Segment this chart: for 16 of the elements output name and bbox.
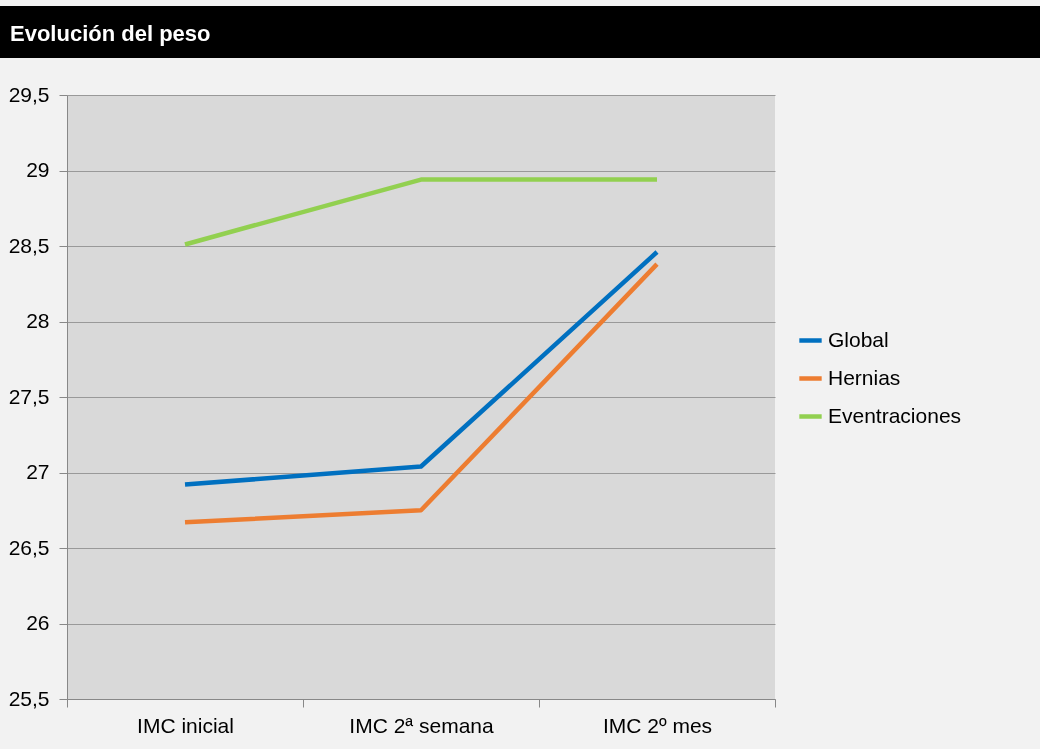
y-tick-label: 25,5 xyxy=(8,686,50,710)
y-tick-label: 29,5 xyxy=(8,82,50,106)
legend-label: Hernias xyxy=(828,365,901,389)
y-tick-label: 28 xyxy=(26,309,50,332)
y-tick-label: 29 xyxy=(26,158,50,181)
x-tick-label: IMC inicial xyxy=(137,713,234,737)
y-tick-label: 27,5 xyxy=(8,384,50,408)
x-tick-label: IMC 2º mes xyxy=(602,713,713,737)
y-tick-label: 28,5 xyxy=(8,233,50,257)
legend-label: Global xyxy=(828,327,889,351)
y-tick-label: 27 xyxy=(26,460,50,483)
legend-label: Eventraciones xyxy=(828,403,962,427)
x-tick-label: IMC 2ª semana xyxy=(349,713,494,737)
y-tick-label: 26,5 xyxy=(8,535,50,559)
y-tick-label: 26 xyxy=(26,611,50,634)
chart-title: Evolución del peso xyxy=(0,6,1040,58)
